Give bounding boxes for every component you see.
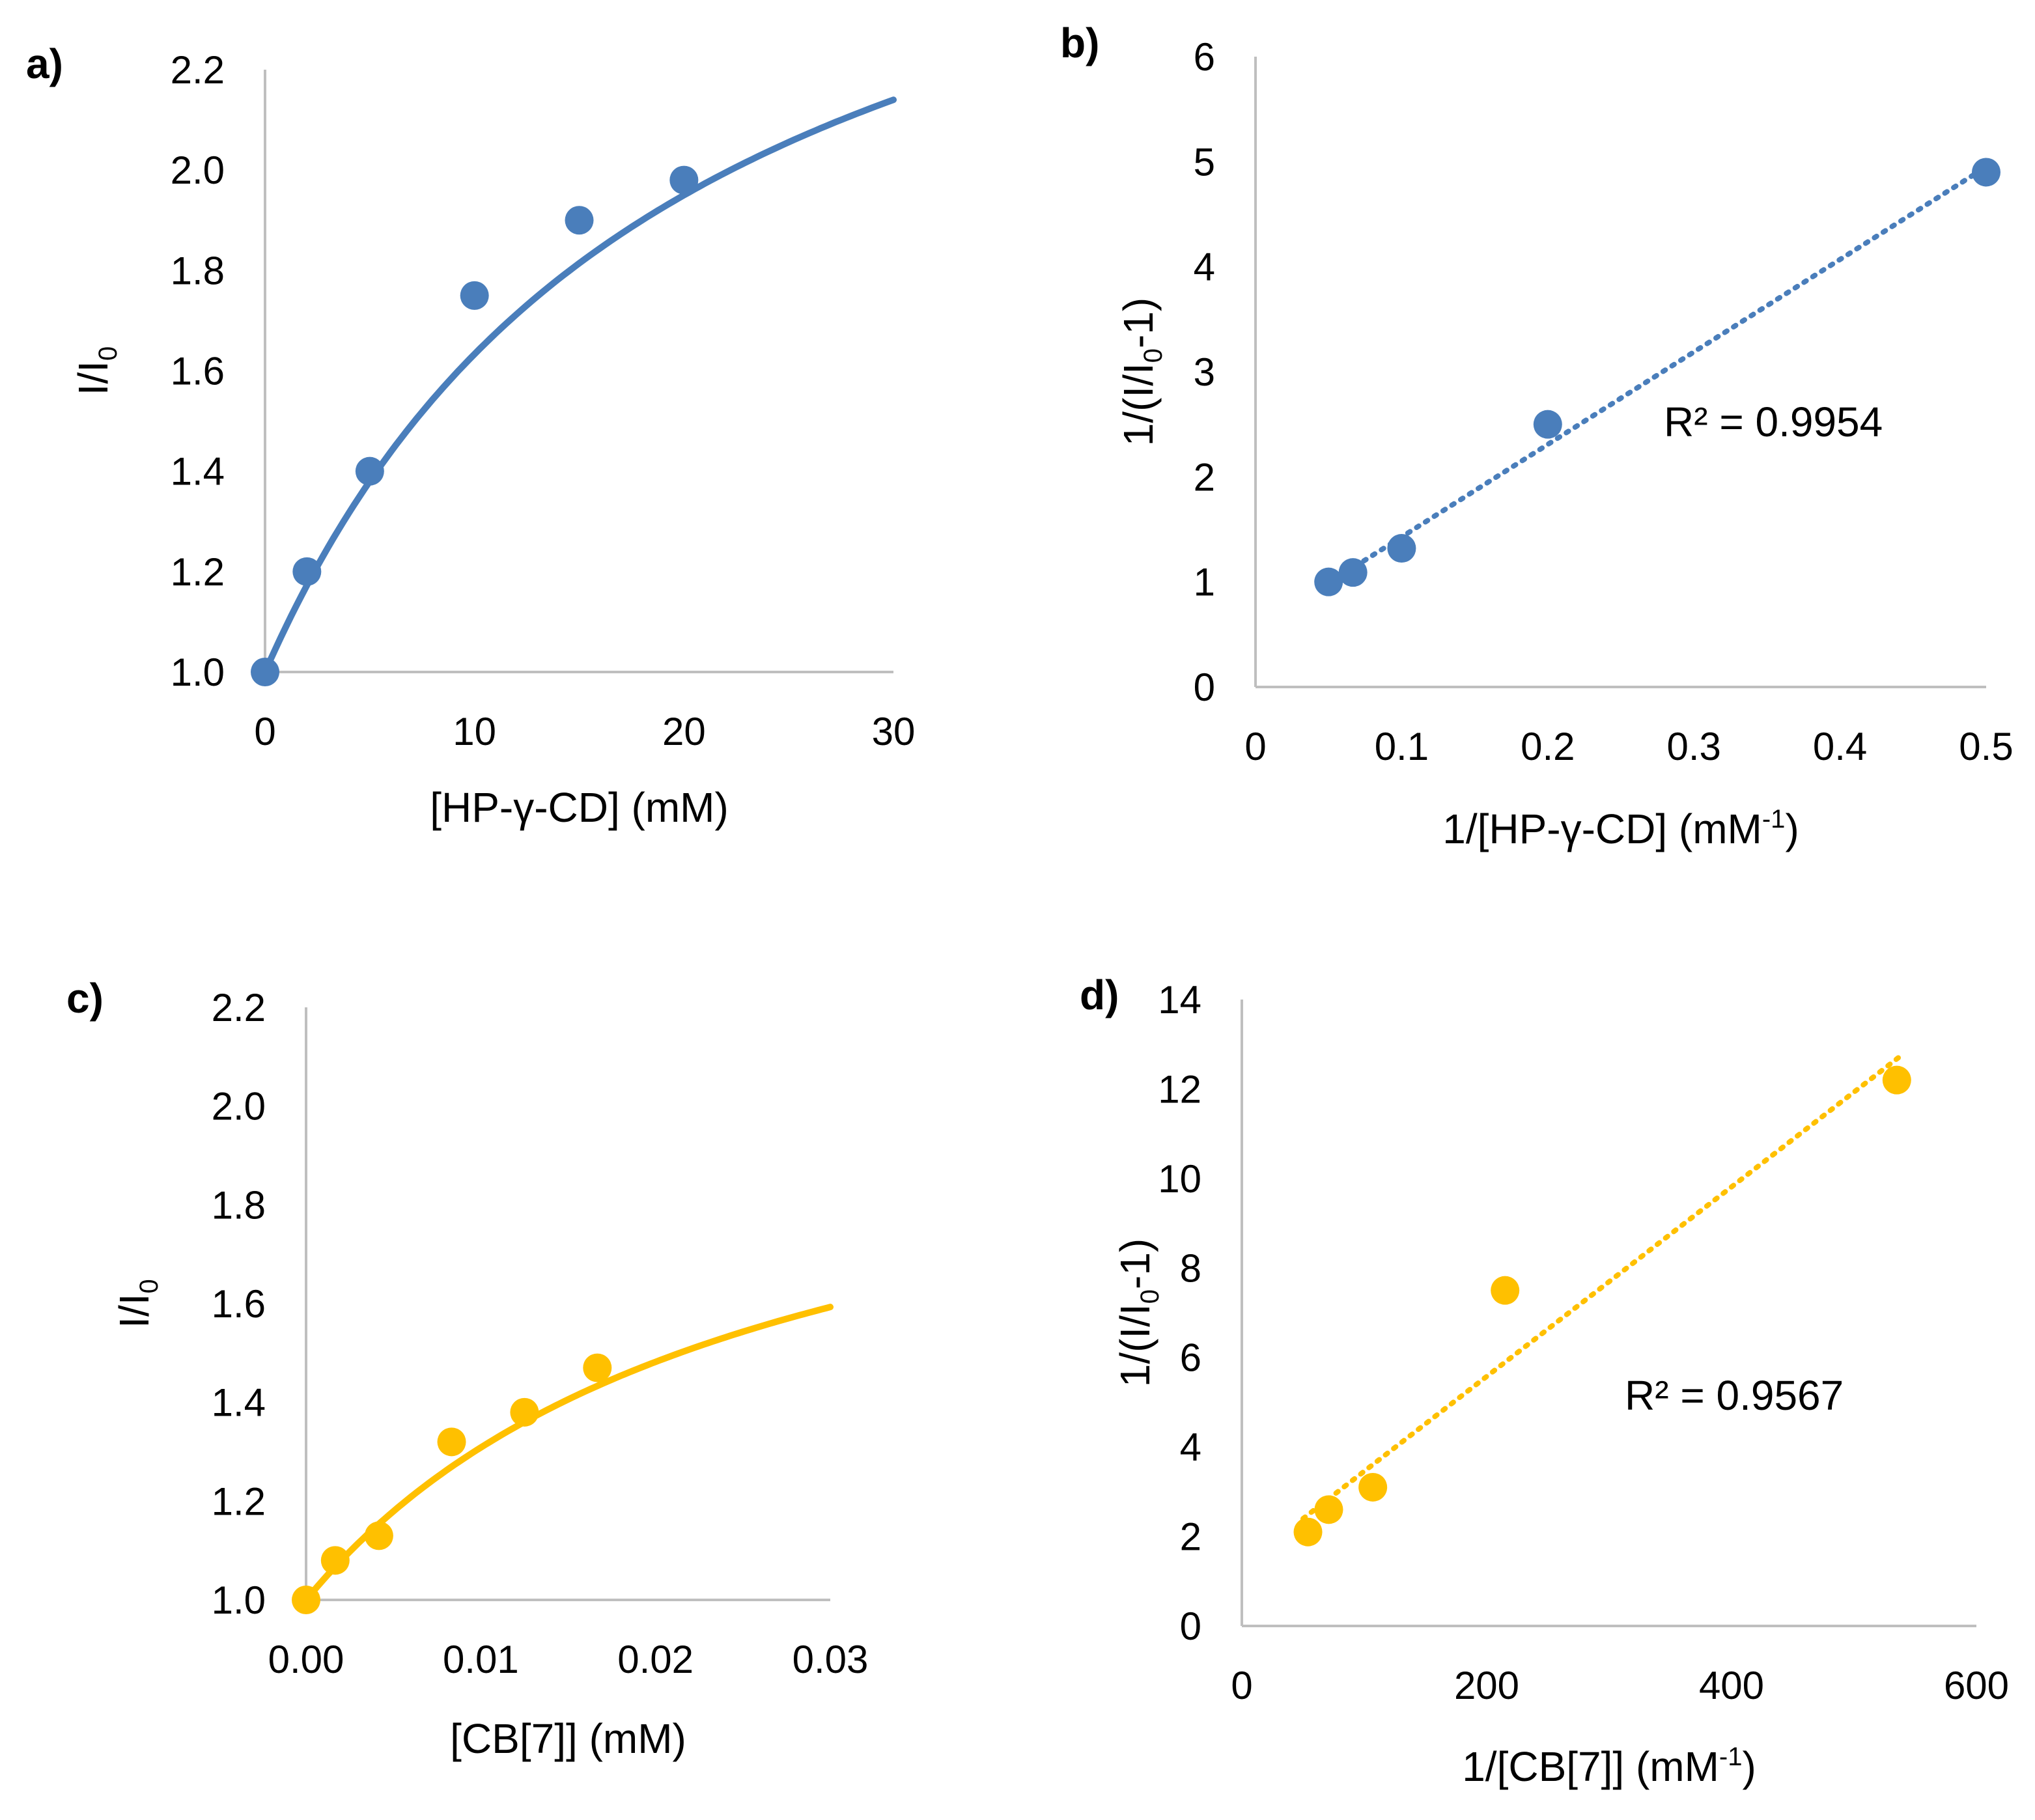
- y-axis-title: 1/(I/I0-1): [1115, 298, 1168, 447]
- x-tick-label: 0.03: [793, 1638, 869, 1681]
- y-tick-label: 1.8: [212, 1183, 266, 1227]
- x-tick-label: 10: [453, 710, 496, 753]
- trendline: [1326, 164, 1989, 586]
- x-tick-label: 0: [254, 710, 275, 753]
- data-point: [1338, 558, 1368, 587]
- chart-panel-c: c) 1.0 1.2 1.4 1.6 1.8 2.0 2.2 0.00 0.01 0.02 0.03 […: [66, 975, 868, 1762]
- y-tick-label: 1.4: [171, 450, 225, 494]
- x-tick-label: 600: [1944, 1664, 2009, 1707]
- x-tick-label: 0.1: [1375, 725, 1429, 768]
- data-point: [1293, 1517, 1323, 1547]
- panel-label-c: c): [66, 975, 104, 1022]
- panel-label-a: a): [26, 40, 63, 87]
- x-tick-label: 200: [1454, 1664, 1519, 1707]
- chart-panel-d: d) 0 2 4 6 8 10 12 14 0 200 400 600 1/[CB[7]] (mM-1) 1…: [1080, 972, 2009, 1790]
- data-point: [1387, 534, 1416, 563]
- y-tick-label: 1.0: [212, 1578, 266, 1622]
- data-point: [1972, 158, 2000, 187]
- data-point: [1533, 410, 1562, 439]
- x-tick-label: 20: [662, 710, 706, 753]
- x-tick-label: 0: [1244, 725, 1266, 768]
- y-tick-label: 2.0: [171, 148, 225, 192]
- chart-panel-a: a) 1.0 1.2 1.4 1.6 1.8 2.0 2.2 0 10 20 30 [HP-γ-CD] …: [26, 40, 915, 831]
- data-point: [437, 1427, 466, 1457]
- x-axis-title: [CB[7]] (mM): [450, 1715, 686, 1762]
- y-tick-label: 1: [1194, 561, 1215, 604]
- y-tick-label: 1.0: [171, 651, 225, 694]
- x-tick-label: 0.5: [1959, 725, 2013, 768]
- y-tick-label: 2.2: [212, 986, 266, 1029]
- data-point: [1314, 567, 1343, 596]
- panel-label-d: d): [1080, 972, 1119, 1018]
- y-tick-label: 4: [1194, 245, 1215, 289]
- y-tick-label: 14: [1158, 978, 1201, 1022]
- panel-label-b: b): [1060, 20, 1099, 66]
- y-tick-label: 3: [1194, 350, 1215, 394]
- data-point: [355, 456, 384, 486]
- x-axis-title: [HP-γ-CD] (mM): [430, 784, 729, 831]
- x-tick-label: 0.02: [617, 1638, 694, 1681]
- data-point: [364, 1521, 393, 1550]
- y-tick-label: 8: [1180, 1246, 1201, 1290]
- y-tick-label: 1.2: [171, 550, 225, 594]
- data-point: [292, 1586, 320, 1614]
- data-point: [510, 1397, 539, 1427]
- y-tick-label: 1.6: [212, 1282, 266, 1326]
- r-squared-annotation: R² = 0.9567: [1625, 1372, 1844, 1419]
- y-tick-label: 2: [1194, 455, 1215, 499]
- x-axis-title: 1/[HP-γ-CD] (mM-1): [1442, 805, 1799, 852]
- y-tick-label: 0: [1180, 1604, 1201, 1648]
- x-tick-label: 400: [1699, 1664, 1764, 1707]
- y-tick-label: 1.4: [212, 1381, 266, 1425]
- data-point: [565, 206, 594, 235]
- x-tick-label: 0.4: [1813, 725, 1867, 768]
- x-axis-title: 1/[CB[7]] (mM-1): [1462, 1743, 1756, 1790]
- y-tick-label: 0: [1194, 665, 1215, 709]
- x-tick-label: 30: [872, 710, 916, 753]
- data-point: [292, 557, 322, 586]
- y-tick-label: 5: [1194, 140, 1215, 184]
- y-tick-label: 1.2: [212, 1479, 266, 1523]
- fit-curve: [303, 1304, 834, 1603]
- y-axis-title: I/I0: [70, 346, 122, 396]
- chart-panel-b: b) 0 1 2 3 4 5 6 0 0.1 0.2 0.3 0.4 0.5 1/[HP-γ-CD] (mM…: [1060, 20, 2014, 852]
- data-point: [669, 165, 699, 195]
- y-axis-title: I/I0: [111, 1279, 163, 1328]
- data-point: [251, 658, 279, 686]
- y-tick-label: 2: [1180, 1515, 1201, 1559]
- y-tick-label: 12: [1158, 1067, 1201, 1111]
- x-tick-label: 0.00: [268, 1638, 344, 1681]
- data-point: [583, 1353, 612, 1382]
- r-squared-annotation: R² = 0.9954: [1664, 399, 1883, 445]
- y-tick-label: 10: [1158, 1157, 1201, 1201]
- y-tick-label: 4: [1180, 1425, 1201, 1469]
- y-tick-label: 2.2: [171, 48, 225, 92]
- trendline: [1300, 1051, 1906, 1522]
- fit-curve: [262, 96, 897, 675]
- y-tick-label: 1.6: [171, 350, 225, 393]
- x-tick-label: 0.01: [443, 1638, 519, 1681]
- y-axis-title: 1/(I/I0-1): [1112, 1239, 1164, 1388]
- y-tick-label: 2.0: [212, 1085, 266, 1128]
- data-point: [1491, 1276, 1520, 1305]
- y-tick-label: 1.8: [171, 249, 225, 292]
- x-tick-label: 0: [1231, 1664, 1252, 1707]
- x-tick-label: 0.3: [1666, 725, 1720, 768]
- y-tick-label: 6: [1180, 1336, 1201, 1380]
- data-point: [1358, 1472, 1388, 1502]
- data-point: [320, 1546, 350, 1575]
- x-tick-label: 0.2: [1521, 725, 1575, 768]
- data-point: [1314, 1495, 1343, 1524]
- y-tick-label: 6: [1194, 35, 1215, 79]
- data-point: [460, 281, 489, 310]
- data-point: [1882, 1065, 1911, 1095]
